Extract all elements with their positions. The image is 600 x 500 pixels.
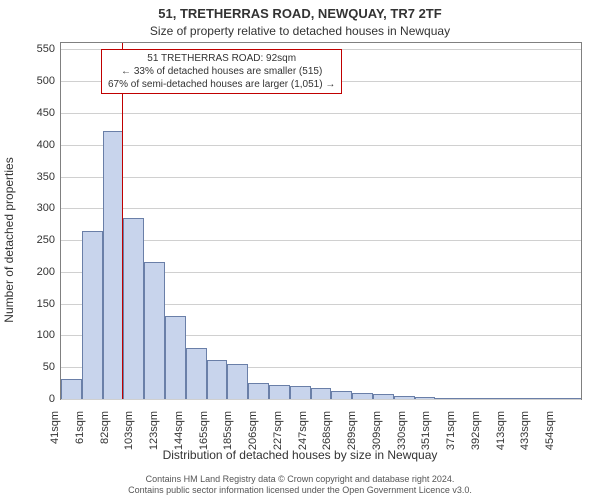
annotation-line2: ← 33% of detached houses are smaller (51… [108,65,335,78]
bar [373,394,394,399]
bar [498,398,519,399]
y-tick-label: 400 [37,139,55,151]
y-tick-label: 450 [37,107,55,119]
bar [144,262,165,399]
x-tick-label: 247sqm [297,411,309,450]
footer-line2: Contains public sector information licen… [0,485,600,496]
bar [207,360,228,399]
x-tick-label: 103sqm [123,411,135,450]
grid-line [61,208,581,209]
bar [477,398,498,399]
x-tick-label: 123sqm [148,411,160,450]
x-tick-label: 165sqm [198,411,210,450]
x-tick-label: 454sqm [544,411,556,450]
bar [269,385,290,399]
x-tick-label: 268sqm [321,411,333,450]
bar [331,391,352,399]
grid-line [61,145,581,146]
y-tick-label: 0 [49,393,55,405]
x-tick-label: 206sqm [247,411,259,450]
chart-title: 51, TRETHERRAS ROAD, NEWQUAY, TR7 2TF [0,6,600,21]
bar [248,383,269,399]
bar [123,218,144,399]
annotation-line1: 51 TRETHERRAS ROAD: 92sqm [108,52,335,65]
x-tick-label: 185sqm [222,411,234,450]
chart-subtitle: Size of property relative to detached ho… [0,24,600,38]
x-tick-label: 82sqm [99,411,111,444]
x-tick-label: 41sqm [49,411,61,444]
plot-area: 05010015020025030035040045050055041sqm61… [60,42,582,400]
footer-text: Contains HM Land Registry data © Crown c… [0,474,600,496]
x-tick-label: 351sqm [420,411,432,450]
bar [415,397,436,399]
bar [560,398,581,399]
y-tick-label: 200 [37,266,55,278]
y-tick-label: 500 [37,75,55,87]
bar [290,386,311,399]
marker-line [122,43,123,399]
bar [435,398,456,399]
bar [82,231,103,399]
x-tick-label: 413sqm [495,411,507,450]
y-tick-label: 350 [37,171,55,183]
chart-container: 51, TRETHERRAS ROAD, NEWQUAY, TR7 2TF Si… [0,0,600,500]
bar [394,396,415,399]
grid-line [61,399,581,400]
x-tick-label: 433sqm [519,411,531,450]
x-tick-label: 289sqm [346,411,358,450]
y-tick-label: 50 [43,361,55,373]
y-tick-label: 100 [37,329,55,341]
footer-line1: Contains HM Land Registry data © Crown c… [0,474,600,485]
bar [165,316,186,399]
bar [311,388,332,399]
bar [227,364,248,399]
bar [103,131,124,399]
y-tick-label: 300 [37,202,55,214]
grid-line [61,113,581,114]
y-axis-label: Number of detached properties [2,75,16,240]
x-tick-label: 392sqm [470,411,482,450]
bar [352,393,373,399]
x-tick-label: 227sqm [272,411,284,450]
y-tick-label: 150 [37,298,55,310]
bar [61,379,82,399]
x-axis-label: Distribution of detached houses by size … [0,448,600,462]
annotation-line3: 67% of semi-detached houses are larger (… [108,78,335,91]
x-tick-label: 309sqm [371,411,383,450]
bar [456,398,477,399]
x-tick-label: 330sqm [396,411,408,450]
bar [519,398,540,399]
x-tick-label: 144sqm [173,411,185,450]
x-tick-label: 61sqm [74,411,86,444]
x-tick-label: 371sqm [445,411,457,450]
bar [186,348,207,399]
grid-line [61,177,581,178]
bar [539,398,560,399]
y-tick-label: 550 [37,43,55,55]
annotation-box: 51 TRETHERRAS ROAD: 92sqm ← 33% of detac… [101,49,342,94]
y-tick-label: 250 [37,234,55,246]
